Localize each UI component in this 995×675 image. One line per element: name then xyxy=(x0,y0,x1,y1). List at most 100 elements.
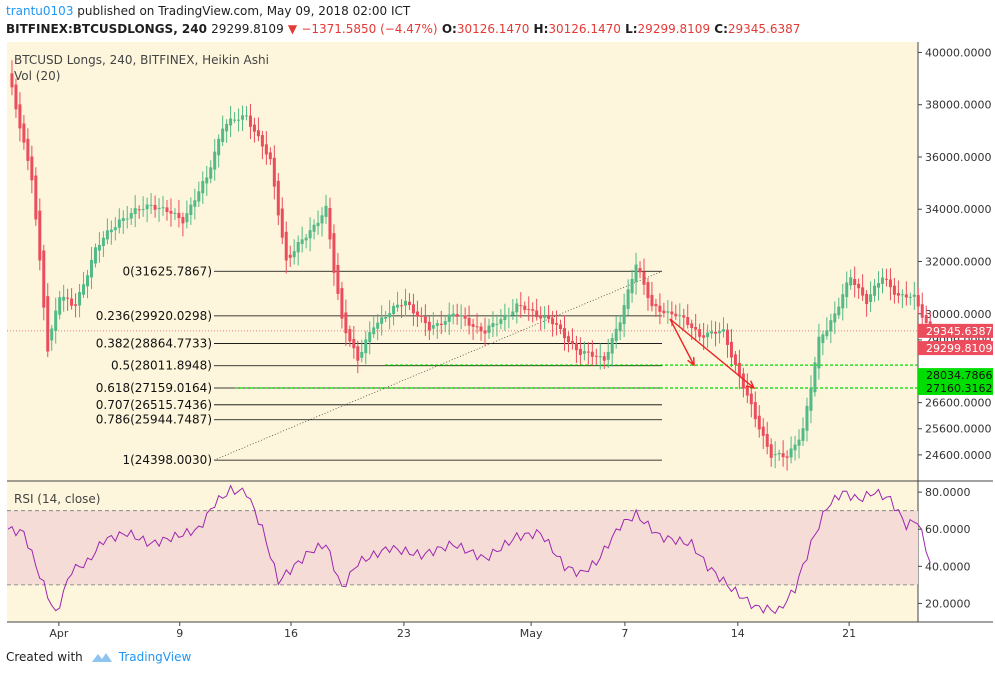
candle-down xyxy=(733,354,737,365)
candle-up xyxy=(316,222,320,227)
candle-down xyxy=(559,324,563,330)
candle-up xyxy=(900,294,904,296)
candle-up xyxy=(491,323,495,327)
candle-up xyxy=(626,289,630,309)
time-tick-label: 7 xyxy=(621,627,628,640)
candle-up xyxy=(511,311,515,316)
candle-up xyxy=(141,209,145,211)
candle-down xyxy=(602,356,606,361)
fib-level-label: 0.5(28011.8948) xyxy=(111,359,212,373)
candle-down xyxy=(566,336,570,343)
candle-up xyxy=(849,277,853,286)
candle-down xyxy=(523,305,527,311)
tradingview-link[interactable]: TradingView xyxy=(91,650,192,664)
candle-down xyxy=(686,317,690,325)
candle-up xyxy=(89,259,93,278)
candle-up xyxy=(459,315,463,317)
candle-down xyxy=(920,304,924,318)
fib-level-label: 0.618(27159.0164) xyxy=(96,381,212,395)
candle-up xyxy=(101,237,105,247)
candle-down xyxy=(662,310,666,314)
candle-up xyxy=(722,329,725,332)
candle-down xyxy=(785,456,789,458)
candle-down xyxy=(328,208,332,240)
candle-down xyxy=(527,309,531,311)
candle-down xyxy=(252,124,256,132)
candle-down xyxy=(74,304,78,306)
rsi-legend[interactable]: RSI (14, close) xyxy=(14,492,101,506)
candle-up xyxy=(614,328,618,342)
candle-up xyxy=(241,115,245,120)
price-axis-badge-label: 28034.7866 xyxy=(926,369,992,382)
candle-up xyxy=(82,284,86,295)
candle-up xyxy=(129,213,133,219)
fib-level-label: 0.707(26515.7436) xyxy=(96,398,212,412)
candle-up xyxy=(435,323,439,326)
price-tick-label: 30000.0000 xyxy=(925,308,991,321)
candle-down xyxy=(284,231,288,261)
price-axis-badge xyxy=(918,368,993,383)
candle-up xyxy=(837,306,841,316)
candle-up xyxy=(404,300,407,306)
candle-down xyxy=(670,311,674,315)
symbol-label: BITFINEX:BTCUSDLONGS, 240 xyxy=(6,22,207,36)
candle-up xyxy=(209,167,213,179)
candle-down xyxy=(654,303,658,307)
candle-up xyxy=(841,294,845,309)
candle-up xyxy=(312,224,316,232)
price-axis-badge-label: 29299.8109 xyxy=(926,342,992,355)
tradingview-logo-icon xyxy=(91,653,112,662)
rsi-line xyxy=(7,484,931,615)
last-price: 29299.8109 xyxy=(211,22,284,36)
author-link[interactable]: trantu0103 xyxy=(6,4,74,18)
price-axis-badge xyxy=(918,341,993,356)
rsi-tick-label: 80.0000 xyxy=(925,486,971,499)
candle-up xyxy=(825,330,829,337)
candle-down xyxy=(248,115,252,127)
candle-up xyxy=(809,387,813,411)
footer: Created with TradingView xyxy=(6,650,191,664)
price-tick-label: 24600.0000 xyxy=(925,449,991,462)
price-tick-label: 34000.0000 xyxy=(925,203,991,216)
candle-up xyxy=(666,311,670,313)
candle-up xyxy=(113,227,117,231)
tradingview-brand: TradingView xyxy=(118,650,192,664)
time-tick-label: Apr xyxy=(49,627,69,640)
chart-legend-title[interactable]: BTCUSD Longs, 240, BITFINEX, Heikin Ashi xyxy=(14,53,269,67)
volume-legend[interactable]: Vol (20) xyxy=(14,69,61,83)
candle-up xyxy=(384,317,388,319)
candle-down xyxy=(46,296,50,352)
candle-up xyxy=(62,296,66,301)
candle-down xyxy=(888,279,892,288)
candle-up xyxy=(109,229,113,233)
candle-up xyxy=(813,362,817,393)
candle-up xyxy=(237,119,241,121)
time-tick-label: 23 xyxy=(397,627,411,640)
candle-down xyxy=(570,340,574,344)
candle-down xyxy=(563,328,566,339)
candle-up xyxy=(797,439,801,446)
candle-up xyxy=(487,325,491,333)
candle-down xyxy=(483,330,487,334)
candle-up xyxy=(360,351,364,358)
candle-down xyxy=(30,156,34,181)
rsi-tick-label: 20.0000 xyxy=(925,597,971,610)
candle-up xyxy=(833,313,837,323)
candle-up xyxy=(678,315,682,317)
price-tick-label: 40000.0000 xyxy=(925,46,991,59)
candle-up xyxy=(495,323,499,325)
candle-up xyxy=(133,208,137,215)
candle-down xyxy=(268,152,272,160)
candle-down xyxy=(153,204,157,210)
candle-up xyxy=(364,339,368,354)
candle-down xyxy=(646,282,650,299)
candle-down xyxy=(455,314,459,317)
candle-up xyxy=(507,315,511,317)
fib-level-label: 0.236(29920.0298) xyxy=(96,309,212,323)
candle-down xyxy=(892,285,896,295)
candle-down xyxy=(256,130,260,137)
candle-down xyxy=(260,135,264,147)
candle-up xyxy=(149,204,153,206)
projection-arrow-1 xyxy=(669,318,695,366)
